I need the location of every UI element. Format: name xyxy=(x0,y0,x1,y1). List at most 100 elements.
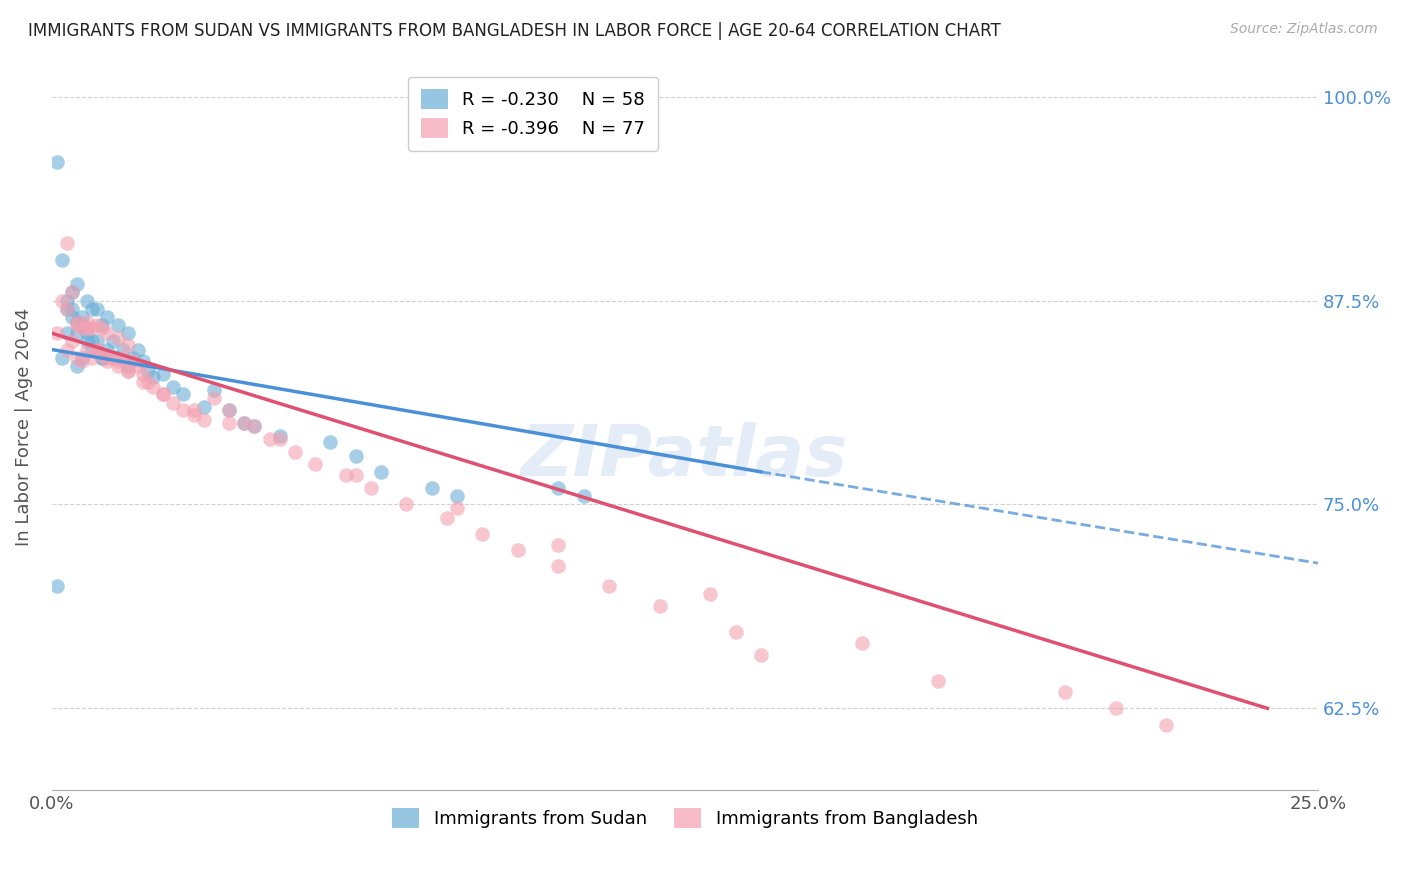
Point xyxy=(471,526,494,541)
Point xyxy=(193,412,215,426)
Point xyxy=(45,579,67,593)
Point xyxy=(56,301,79,316)
Point xyxy=(724,624,747,639)
Point xyxy=(86,301,108,316)
Point xyxy=(86,318,108,332)
Point xyxy=(360,481,382,495)
Point xyxy=(218,416,240,430)
Point xyxy=(395,498,418,512)
Point xyxy=(56,343,79,357)
Point xyxy=(86,343,108,357)
Point xyxy=(572,489,595,503)
Point xyxy=(76,321,98,335)
Point xyxy=(193,400,215,414)
Point xyxy=(127,343,149,357)
Point xyxy=(82,321,104,335)
Point xyxy=(66,315,89,329)
Point xyxy=(1104,701,1126,715)
Point xyxy=(82,301,104,316)
Text: IMMIGRANTS FROM SUDAN VS IMMIGRANTS FROM BANGLADESH IN LABOR FORCE | AGE 20-64 C: IMMIGRANTS FROM SUDAN VS IMMIGRANTS FROM… xyxy=(28,22,1001,40)
Point xyxy=(117,359,139,373)
Point xyxy=(96,326,118,341)
Point xyxy=(111,351,134,365)
Point xyxy=(111,343,134,357)
Point xyxy=(82,343,104,357)
Point xyxy=(121,354,143,368)
Point xyxy=(117,326,139,341)
Point xyxy=(172,386,194,401)
Point xyxy=(70,354,93,368)
Point xyxy=(132,367,155,381)
Point xyxy=(76,326,98,341)
Point xyxy=(56,236,79,251)
Point xyxy=(91,347,114,361)
Point xyxy=(66,315,89,329)
Point xyxy=(152,386,174,401)
Point xyxy=(86,343,108,357)
Point xyxy=(82,334,104,349)
Text: ZIPatlas: ZIPatlas xyxy=(522,422,849,491)
Point xyxy=(51,351,73,365)
Point xyxy=(82,351,104,365)
Point xyxy=(243,419,266,434)
Point xyxy=(117,364,139,378)
Point xyxy=(76,293,98,308)
Point xyxy=(60,285,83,300)
Point xyxy=(60,301,83,316)
Point xyxy=(749,648,772,662)
Point xyxy=(259,432,281,446)
Point xyxy=(101,334,124,349)
Point xyxy=(86,334,108,349)
Point xyxy=(202,384,225,398)
Point xyxy=(648,599,671,613)
Point xyxy=(51,293,73,308)
Point xyxy=(76,315,98,329)
Point xyxy=(107,359,129,373)
Point xyxy=(51,252,73,267)
Point xyxy=(269,429,291,443)
Point xyxy=(851,636,873,650)
Point xyxy=(506,543,529,558)
Point xyxy=(101,351,124,365)
Point xyxy=(1154,717,1177,731)
Point xyxy=(96,310,118,324)
Point xyxy=(927,673,949,688)
Point xyxy=(136,364,159,378)
Point xyxy=(547,481,569,495)
Legend: Immigrants from Sudan, Immigrants from Bangladesh: Immigrants from Sudan, Immigrants from B… xyxy=(385,801,984,835)
Point xyxy=(1053,685,1076,699)
Point xyxy=(218,402,240,417)
Point xyxy=(344,449,367,463)
Point xyxy=(60,285,83,300)
Point xyxy=(202,392,225,406)
Point xyxy=(269,432,291,446)
Point xyxy=(56,326,79,341)
Point xyxy=(96,351,118,365)
Point xyxy=(91,321,114,335)
Point xyxy=(218,402,240,417)
Point xyxy=(172,402,194,417)
Point xyxy=(370,465,392,479)
Point xyxy=(107,354,129,368)
Point xyxy=(107,351,129,365)
Point xyxy=(183,402,205,417)
Point xyxy=(107,331,129,345)
Point xyxy=(117,337,139,351)
Point xyxy=(335,468,357,483)
Point xyxy=(96,354,118,368)
Point xyxy=(66,359,89,373)
Point xyxy=(319,435,342,450)
Point xyxy=(45,326,67,341)
Point xyxy=(70,351,93,365)
Point xyxy=(183,408,205,422)
Point xyxy=(547,559,569,574)
Point xyxy=(66,326,89,341)
Point xyxy=(162,396,184,410)
Point xyxy=(547,538,569,552)
Point xyxy=(70,321,93,335)
Point xyxy=(304,457,326,471)
Point xyxy=(70,310,93,324)
Point xyxy=(66,277,89,292)
Point xyxy=(66,351,89,365)
Point xyxy=(344,468,367,483)
